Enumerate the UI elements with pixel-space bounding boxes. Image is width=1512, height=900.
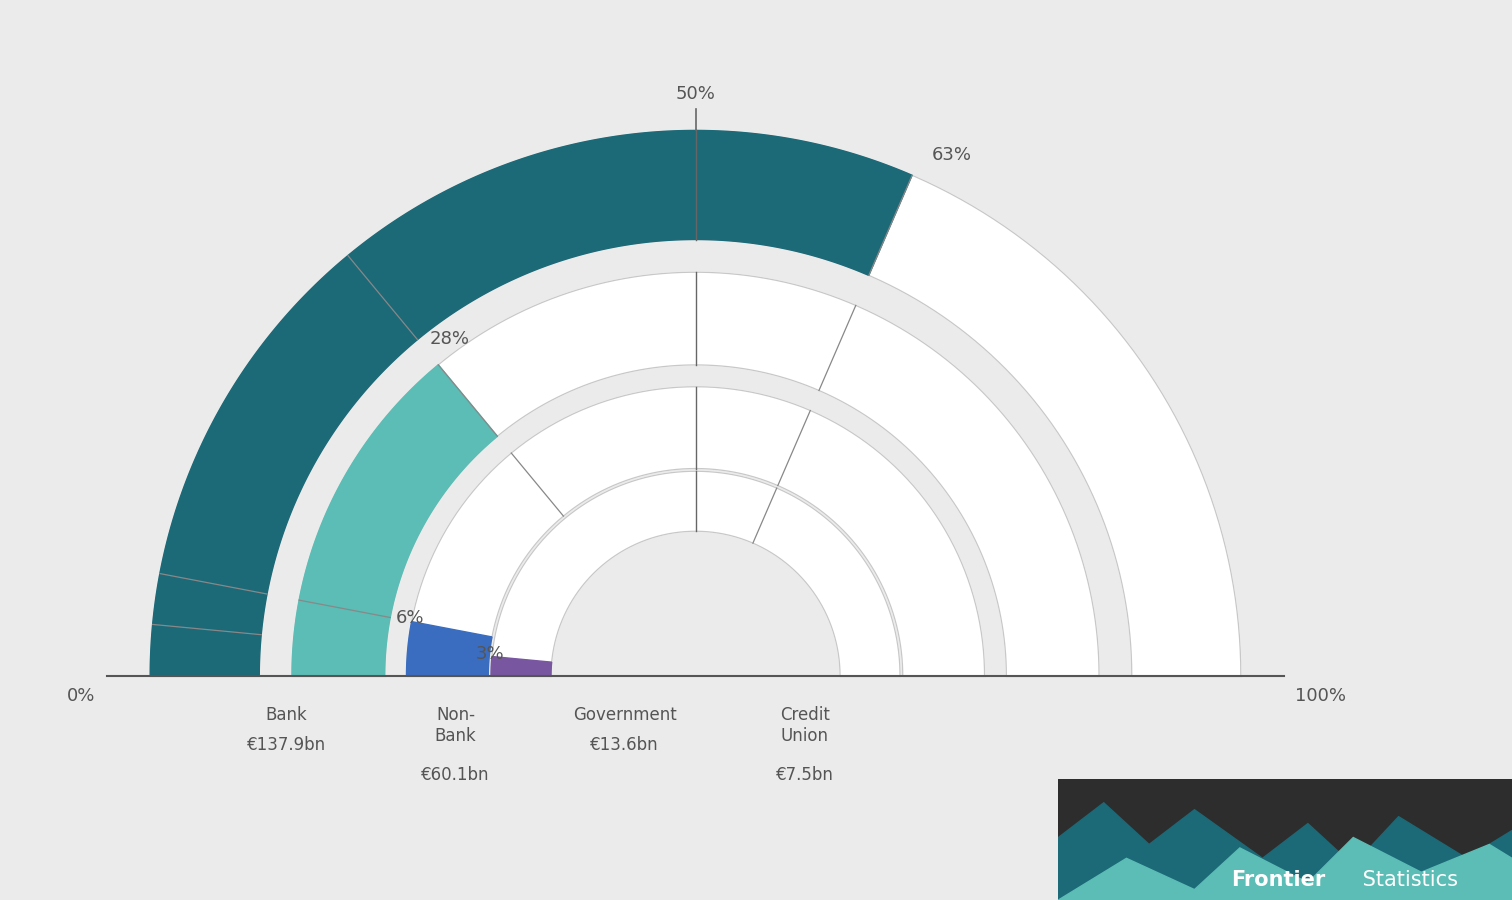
Polygon shape <box>150 130 1241 676</box>
Polygon shape <box>1058 778 1512 900</box>
Polygon shape <box>292 364 497 676</box>
Text: Credit
Union: Credit Union <box>780 706 830 744</box>
Text: €60.1bn: €60.1bn <box>422 766 490 784</box>
Text: 63%: 63% <box>931 147 972 165</box>
Text: €13.6bn: €13.6bn <box>590 735 659 753</box>
Text: Bank: Bank <box>266 706 307 724</box>
Polygon shape <box>491 656 552 676</box>
Text: €137.9bn: €137.9bn <box>246 735 327 753</box>
Text: 100%: 100% <box>1296 687 1346 705</box>
Text: 28%: 28% <box>429 330 470 348</box>
Text: €7.5bn: €7.5bn <box>776 766 833 784</box>
Polygon shape <box>407 622 491 676</box>
Text: 6%: 6% <box>396 608 425 626</box>
Text: 50%: 50% <box>676 86 715 104</box>
Polygon shape <box>491 472 900 676</box>
Text: Non-
Bank: Non- Bank <box>435 706 476 744</box>
Polygon shape <box>292 272 1099 676</box>
Text: 3%: 3% <box>476 645 505 663</box>
Polygon shape <box>1058 838 1512 900</box>
Polygon shape <box>407 387 984 676</box>
Text: Frontier: Frontier <box>1231 869 1325 889</box>
Text: Statistics: Statistics <box>1355 869 1458 889</box>
Polygon shape <box>1058 803 1512 900</box>
Text: 0%: 0% <box>68 687 95 705</box>
Text: Government: Government <box>573 706 676 724</box>
Polygon shape <box>150 130 912 676</box>
